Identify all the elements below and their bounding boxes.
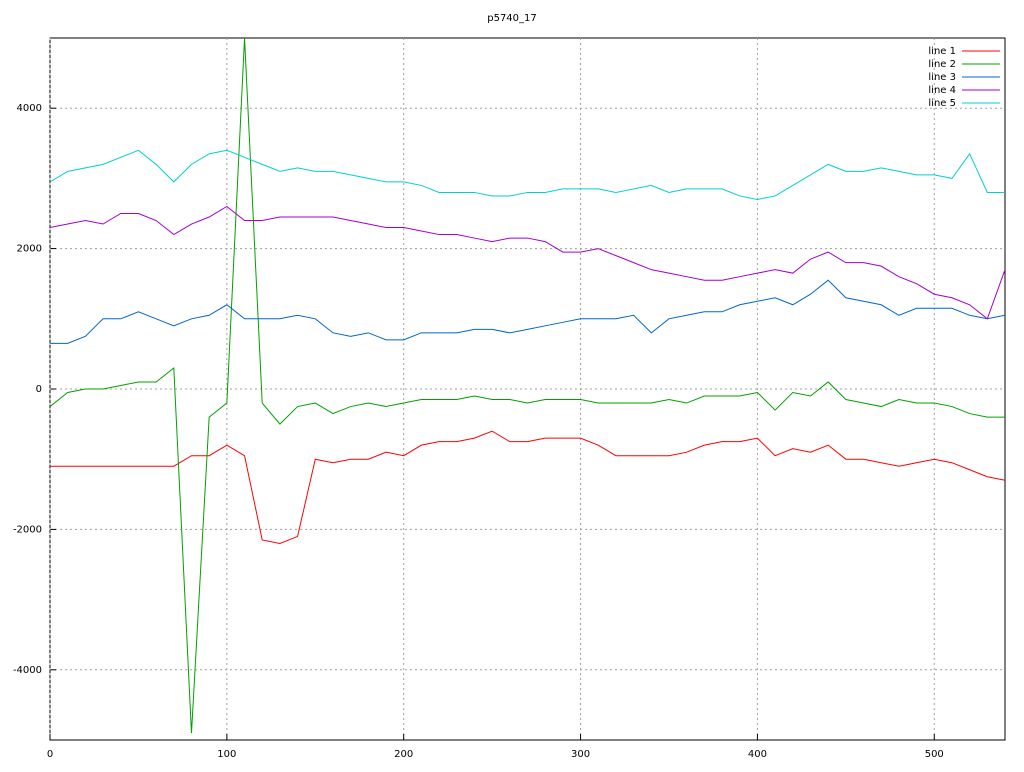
x-tick-label: 300	[571, 749, 590, 760]
legend-label: line 1	[928, 46, 956, 57]
data-line	[50, 279, 1005, 344]
y-tick-label: -4000	[13, 665, 42, 676]
x-tick-label: 400	[748, 749, 767, 760]
data-line	[50, 205, 1005, 320]
chart-title: p5740_17	[487, 13, 537, 24]
x-tick-label: 200	[394, 749, 413, 760]
data-line	[50, 430, 1005, 544]
legend-label: line 3	[928, 72, 956, 83]
legend-label: line 2	[928, 59, 956, 70]
x-tick-label: 0	[47, 749, 53, 760]
data-line	[50, 149, 1005, 200]
y-tick-label: 2000	[17, 244, 42, 255]
legend-label: line 4	[928, 85, 956, 96]
y-tick-label: 4000	[17, 103, 42, 114]
x-tick-label: 500	[925, 749, 944, 760]
y-tick-label: 0	[36, 384, 42, 395]
data-line	[50, 38, 1005, 734]
legend-label: line 5	[928, 98, 956, 109]
x-tick-label: 100	[217, 749, 236, 760]
y-tick-label: -2000	[13, 524, 42, 535]
